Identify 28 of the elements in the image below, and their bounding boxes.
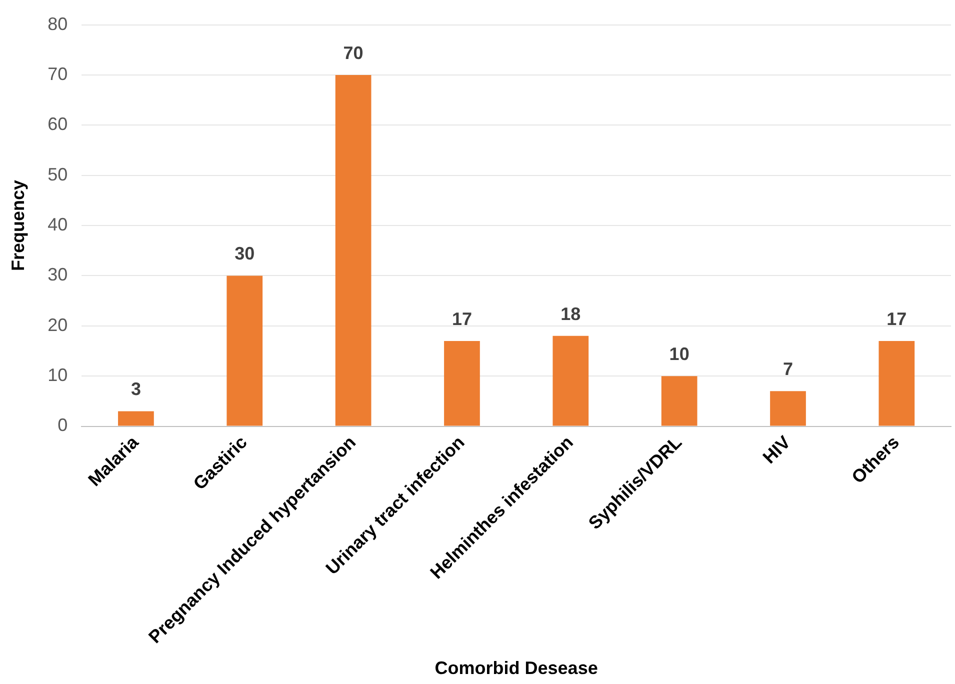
y-tick-label: 60 [48,114,68,134]
bar [552,336,589,426]
data-label: 30 [234,244,255,264]
bar [335,74,372,426]
bar [661,376,698,426]
data-label: 3 [130,379,141,400]
data-label: 7 [782,359,793,380]
y-tick-label: 50 [48,164,68,184]
data-label: 70 [343,42,364,63]
y-tick-label: 80 [48,14,68,34]
y-tick-label: 10 [48,365,68,386]
bar [226,276,263,426]
data-label: 17 [452,308,472,329]
x-tick-label: HIV [758,432,794,468]
y-tick-label: 70 [48,64,68,84]
bar [878,340,915,426]
data-label: 10 [669,344,690,364]
data-label: 17 [886,308,907,329]
bar [444,340,480,426]
y-tick-label: 20 [48,314,68,335]
y-tick-label: 0 [58,415,68,436]
y-tick-label: 30 [48,264,68,285]
bar [770,391,806,426]
data-label: 18 [560,304,581,324]
y-tick-label: 40 [48,214,68,234]
x-axis-title: Comorbid Desease [434,658,598,678]
y-axis-title: Frequency [8,180,28,272]
bar [118,411,154,426]
